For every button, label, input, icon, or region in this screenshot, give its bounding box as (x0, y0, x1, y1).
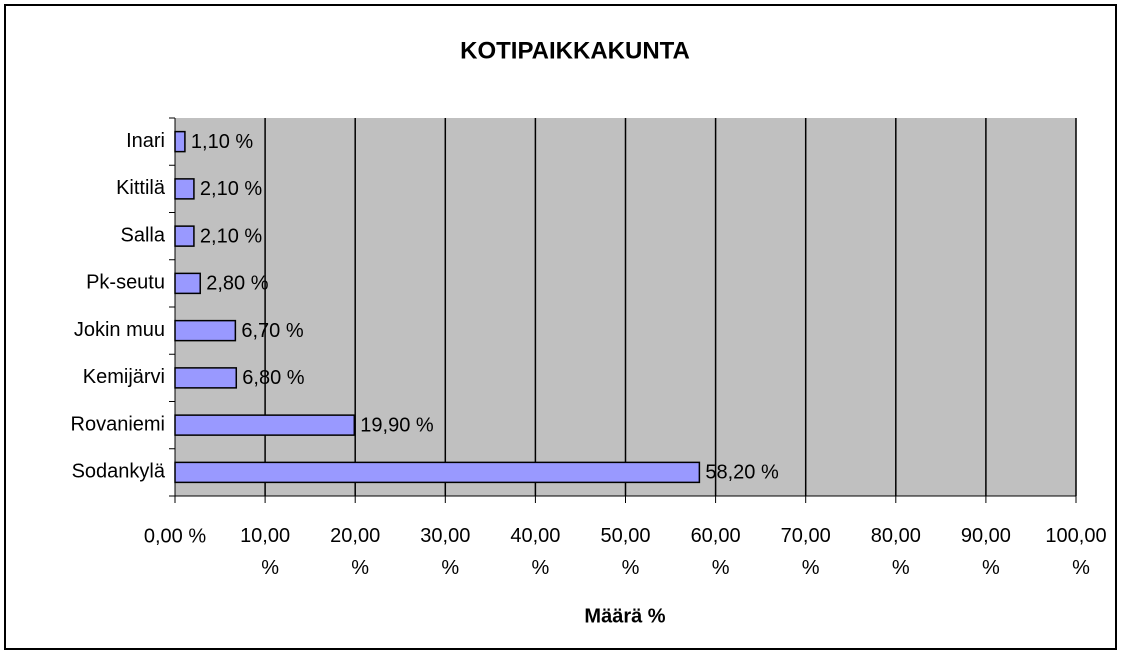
x-axis-title: Määrä % (584, 605, 665, 627)
x-tick-label: 40,00% (510, 525, 560, 579)
x-tick-label-line: % (892, 557, 910, 579)
chart-title: KOTIPAIKKAKUNTA (460, 37, 690, 64)
bar (174, 225, 195, 247)
x-tick-label-line: % (712, 557, 730, 579)
x-tick-label: 20,00% (330, 525, 380, 579)
bar (174, 178, 195, 200)
bar (174, 319, 237, 342)
y-tick-label: Jokin muu (74, 319, 165, 341)
data-label: 58,20 % (705, 462, 779, 484)
data-label: 6,80 % (242, 367, 304, 389)
y-tick-label: Rovaniemi (71, 413, 165, 435)
y-tick-label: Kemijärvi (83, 366, 165, 388)
bar (174, 130, 186, 153)
x-tick-label: 90,00% (961, 525, 1011, 579)
y-tick-label: Salla (121, 224, 166, 246)
x-tick-label-line: 80,00 (871, 525, 921, 547)
x-tick-label-line: 60,00 (691, 525, 741, 547)
x-tick-label: 100,00% (1045, 525, 1106, 579)
x-tick-label-line: 30,00 (420, 525, 470, 547)
bar (174, 272, 201, 295)
y-tick-label: Pk-seutu (86, 272, 165, 294)
x-tick-label: 10,00% (240, 525, 290, 579)
x-tick-label-line: % (982, 557, 1000, 579)
x-tick-label-line: % (441, 557, 459, 579)
bar (174, 414, 356, 436)
y-tick-label: Inari (126, 130, 165, 152)
y-tick-label: Kittilä (116, 177, 166, 199)
x-tick-label: 80,00% (871, 525, 921, 579)
data-label: 2,10 % (200, 225, 262, 247)
bar (174, 461, 701, 484)
x-tick-label-line: 100,00 (1045, 525, 1106, 547)
x-tick-label-line: % (261, 557, 279, 579)
x-tick-label-line: 90,00 (961, 525, 1011, 547)
data-label: 2,10 % (200, 178, 262, 200)
data-label: 6,70 % (241, 320, 303, 342)
x-tick-label: 30,00% (420, 525, 470, 579)
x-tick-label-line: % (532, 557, 550, 579)
x-tick-label-line: % (1072, 557, 1090, 579)
x-tick-label-line: % (802, 557, 820, 579)
x-tick-label-line: 50,00 (600, 525, 650, 547)
x-tick-label-line: 40,00 (510, 525, 560, 547)
data-label: 19,90 % (360, 414, 434, 436)
x-tick-label: 60,00% (691, 525, 741, 579)
x-tick-label-line: % (622, 557, 640, 579)
x-tick-label-line: 10,00 (240, 525, 290, 547)
data-label: 1,10 % (191, 131, 253, 153)
x-tick-label-line: % (351, 557, 369, 579)
bar (174, 367, 238, 389)
y-tick-label: Sodankylä (72, 461, 166, 483)
x-tick-label: 50,00% (600, 525, 650, 579)
x-tick-label-line: 20,00 (330, 525, 380, 547)
x-tick-label: 70,00% (781, 525, 831, 579)
x-tick-label: 0,00 % (144, 525, 206, 547)
data-label: 2,80 % (206, 273, 268, 295)
x-tick-label-line: 70,00 (781, 525, 831, 547)
